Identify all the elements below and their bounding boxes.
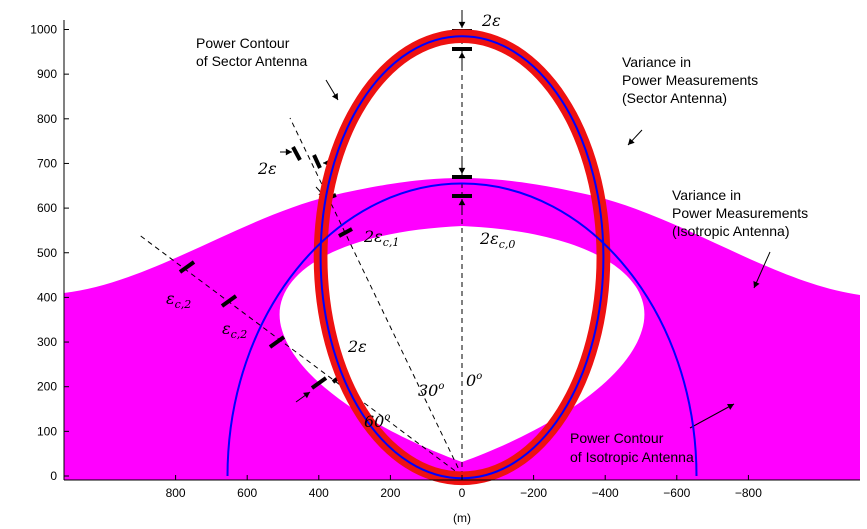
x-axis-label: (m)	[453, 511, 471, 525]
marker-c2-c	[268, 335, 286, 349]
x-tick-label: 400	[309, 486, 329, 500]
epsilon-c1-label: 2εc,1	[363, 227, 399, 249]
epsilon-bottom-label: 2ε	[347, 337, 367, 356]
y-tick-label: 200	[37, 380, 57, 394]
isotropic-power-contour	[226, 182, 698, 477]
y-tick-label: 800	[37, 112, 57, 126]
angle-0-label: 0o	[466, 371, 482, 390]
ray-30-deg	[289, 117, 463, 477]
arrow-iso-variance-head	[753, 281, 760, 288]
epsilon-top-label: 2ε	[481, 11, 501, 30]
y-tick-label: 700	[37, 156, 57, 170]
arrow-sector-variance-head	[628, 138, 635, 145]
arrow-iso-contour-head	[727, 403, 734, 410]
angle-30-label: 30o	[418, 381, 444, 400]
arrow-left-in-head	[285, 148, 292, 156]
isotropic-contour-label: Power Contour of Isotropic Antenna	[570, 430, 694, 465]
y-tick-label: 900	[37, 67, 57, 81]
y-tick-label: 300	[37, 335, 57, 349]
x-ticks: 800 600 400 200 0 −200 −400 −600 −800	[166, 475, 762, 500]
arrow-sector-contour-head	[331, 93, 338, 100]
arrow-bottom-head	[303, 392, 310, 399]
epsilon-left-label: 2ε	[257, 159, 277, 178]
y-tick-label: 600	[37, 201, 57, 215]
arrow-c0-up-head	[458, 199, 466, 206]
epsilon-c2-upper-label: εc,2	[166, 289, 191, 311]
x-tick-label: −600	[663, 486, 690, 500]
y-tick-label: 0	[50, 469, 57, 483]
arrow-iso-variance	[753, 251, 771, 289]
epsilon-c2-lower-label: εc,2	[222, 319, 247, 341]
y-tick-label: 1000	[30, 23, 57, 37]
arrow-top-up-head	[458, 52, 466, 59]
x-tick-label: 200	[380, 486, 400, 500]
sector-contour-label: Power Contour of Sector Antenna	[196, 35, 308, 69]
x-tick-label: −800	[735, 486, 762, 500]
arrow-top-down-head	[458, 21, 466, 28]
y-ticks: 0 100 200 300 400 500 600 700 800 900 1000	[30, 23, 69, 483]
marker-bottom-outer	[310, 376, 328, 390]
ray-60-deg	[137, 233, 463, 477]
marker-c1-inner	[338, 227, 353, 238]
y-tick-label: 400	[37, 290, 57, 304]
x-tick-label: 600	[237, 486, 257, 500]
epsilon-c0-label: 2εc,0	[479, 229, 515, 251]
isotropic-band-hole	[279, 226, 645, 462]
marker-left-outer	[291, 146, 302, 161]
x-tick-label: 800	[166, 486, 186, 500]
y-tick-label: 500	[37, 246, 57, 260]
angle-60-label: 60o	[364, 412, 390, 431]
x-tick-label: −400	[592, 486, 619, 500]
annotations: Power Contour of Sector Antenna Variance…	[166, 11, 812, 465]
marker-c2-a	[178, 260, 196, 274]
marker-c2-b	[220, 294, 238, 308]
x-tick-label: −200	[520, 486, 547, 500]
isotropic-variance-label: Variance in Power Measurements (Isotropi…	[672, 187, 812, 239]
arrow-c0-down-head	[458, 167, 466, 174]
sector-variance-label: Variance in Power Measurements (Sector A…	[622, 54, 762, 106]
arrow-iso-contour	[689, 403, 735, 429]
x-tick-label: 0	[459, 486, 466, 500]
guide-lines	[137, 10, 771, 477]
y-tick-label: 100	[37, 424, 57, 438]
marker-left-inner	[312, 154, 322, 169]
sector-power-contour	[319, 35, 605, 480]
